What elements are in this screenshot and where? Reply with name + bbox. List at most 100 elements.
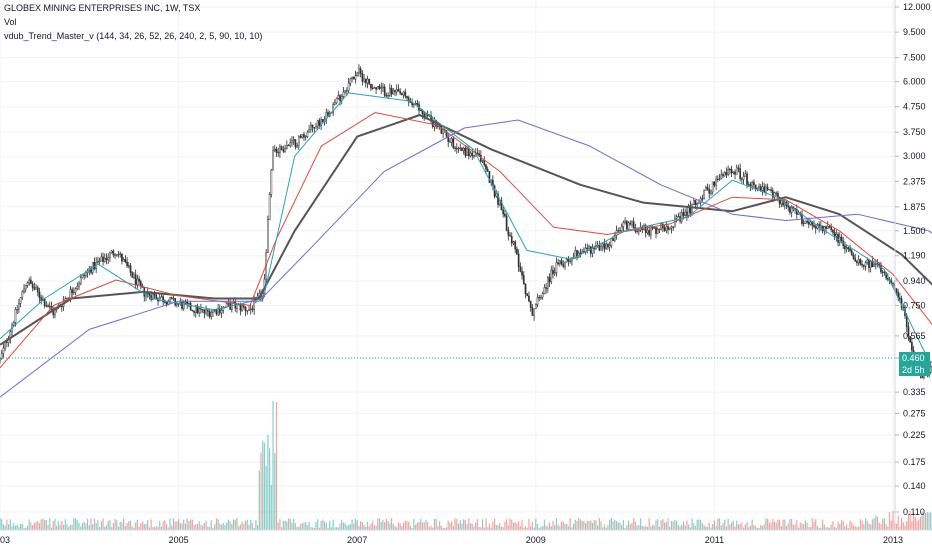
volume-bar (145, 523, 147, 530)
volume-bar (396, 527, 398, 530)
candle-body (249, 308, 252, 310)
volume-bar (598, 518, 600, 530)
volume-bar (382, 520, 384, 530)
candle-body (868, 259, 870, 268)
candle-body (335, 98, 338, 104)
volume-bar (181, 523, 183, 530)
candle-body (574, 250, 577, 259)
candle-body (363, 78, 365, 82)
volume-bar (59, 524, 61, 530)
volume-bar (104, 526, 106, 530)
candle-body (782, 200, 784, 206)
volume-bar (895, 523, 898, 530)
volume-bar (775, 522, 777, 530)
volume-bar (925, 512, 927, 530)
volume-bar (543, 519, 545, 530)
volume-bar (818, 527, 820, 530)
volume-bar (751, 519, 753, 530)
volume-bar (913, 512, 915, 530)
candle-body (881, 271, 884, 274)
volume-bar (555, 518, 558, 530)
volume-bar (693, 523, 695, 530)
volume-bar (354, 518, 357, 530)
volume-bar (52, 521, 54, 530)
volume-bar (736, 520, 738, 530)
volume-bar (66, 524, 68, 530)
candle-body (648, 229, 650, 236)
volume-bar (330, 527, 333, 530)
candle-body (744, 173, 747, 177)
volume-bar (346, 525, 348, 530)
candle-body (540, 296, 542, 299)
volume-bar (548, 522, 551, 530)
volume-bar (701, 523, 703, 530)
candle-body (425, 114, 427, 117)
volume-bar (660, 520, 662, 530)
volume-bar (916, 521, 918, 530)
volume-bar (631, 522, 633, 530)
volume-bar (129, 520, 132, 530)
candle-body (124, 259, 127, 263)
candle-body (808, 221, 810, 225)
candle-body (533, 308, 535, 316)
volume-bar (911, 521, 913, 530)
volume-bar (361, 522, 363, 530)
candle-body (737, 167, 740, 169)
y-tick-label: 0.175 (903, 457, 926, 467)
volume-bar (511, 519, 513, 530)
candle-body (564, 261, 566, 267)
volume-bar (514, 521, 516, 530)
volume-bar (651, 524, 654, 530)
candle-body (553, 272, 556, 275)
volume-bar (128, 521, 130, 530)
volume-bar (813, 522, 815, 530)
volume-bar (320, 520, 322, 530)
candle-body (845, 247, 848, 250)
volume-bar (809, 526, 812, 530)
volume-bar (353, 523, 355, 530)
volume-bars (0, 400, 932, 530)
candle-body (109, 252, 111, 258)
volume-bar (95, 523, 97, 530)
volume-bar (717, 518, 719, 530)
volume-bar (93, 518, 96, 530)
candle-body (576, 250, 578, 258)
volume-bar (169, 518, 171, 530)
candle-body (665, 226, 668, 231)
volume-bar (626, 525, 628, 530)
volume-bar (560, 521, 563, 530)
candle-body (47, 305, 49, 308)
volume-bar (356, 520, 358, 530)
volume-bar (730, 522, 733, 530)
volume-bar (119, 521, 121, 530)
volume-bar (919, 517, 922, 530)
volume-bar (748, 527, 750, 530)
candle-body (663, 227, 666, 231)
candle-body (749, 184, 752, 187)
candle-body (667, 226, 669, 230)
volume-bar (648, 518, 650, 530)
volume-bar (68, 526, 70, 530)
volume-bar (811, 518, 813, 530)
volume-bar (131, 526, 133, 530)
candle-body (196, 305, 199, 314)
volume-bar (4, 525, 6, 530)
volume-bar (26, 525, 29, 530)
candle-body (16, 309, 19, 311)
volume-bar (619, 522, 621, 530)
candle-body (215, 309, 218, 315)
volume-bar (0, 518, 1, 530)
time-axis[interactable]: 2003200520072009201120132015201720192021… (0, 535, 932, 545)
candle-body (119, 253, 122, 255)
y-tick-label: 0.275 (903, 408, 926, 418)
candle-body (758, 186, 760, 189)
volume-bar (725, 526, 728, 530)
volume-bar (262, 440, 264, 530)
candles (0, 64, 932, 380)
volume-bar (61, 520, 63, 530)
price-axis[interactable]: 12.000 9.500 7.500 6.000 4.750 3.750 3.000 2.37… (895, 2, 931, 517)
candle-body (546, 277, 549, 289)
candle-body (382, 86, 384, 88)
volume-bar (612, 521, 614, 530)
